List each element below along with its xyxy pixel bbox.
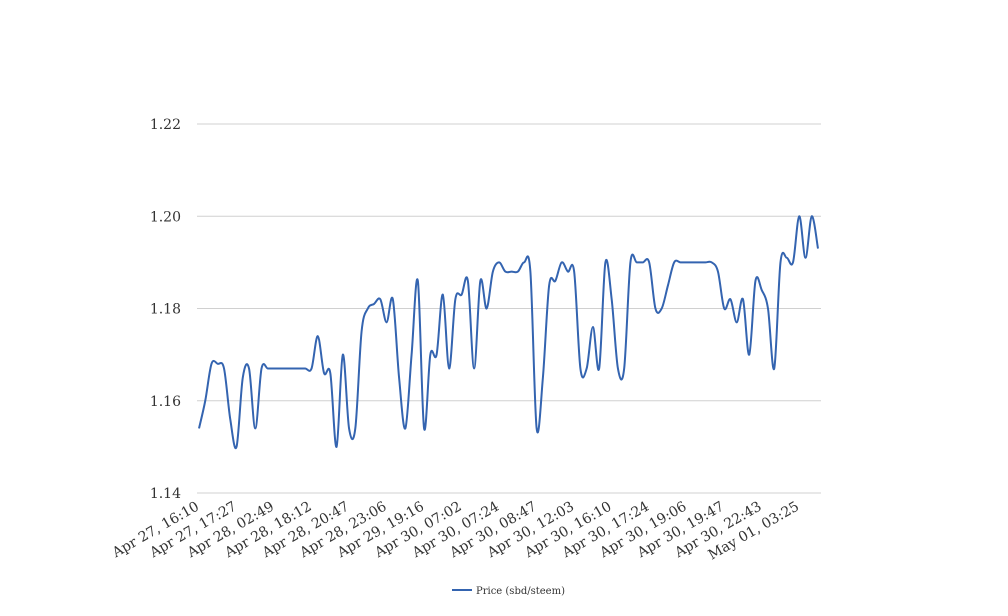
y-tick-label: 1.14	[150, 486, 181, 502]
legend: Price (sbd/steem)	[452, 586, 565, 597]
series-line-price	[198, 215, 819, 450]
gridlines	[197, 123, 821, 494]
y-tick-label: 1.16	[150, 394, 181, 410]
y-tick-label: 1.20	[150, 209, 181, 225]
y-axis-ticks: 1.14 1.16 1.18 1.20 1.22	[150, 117, 181, 502]
y-tick-label: 1.18	[150, 302, 181, 318]
y-tick-label: 1.22	[150, 117, 181, 133]
series-layer	[198, 215, 819, 450]
legend-label: Price (sbd/steem)	[476, 586, 565, 597]
